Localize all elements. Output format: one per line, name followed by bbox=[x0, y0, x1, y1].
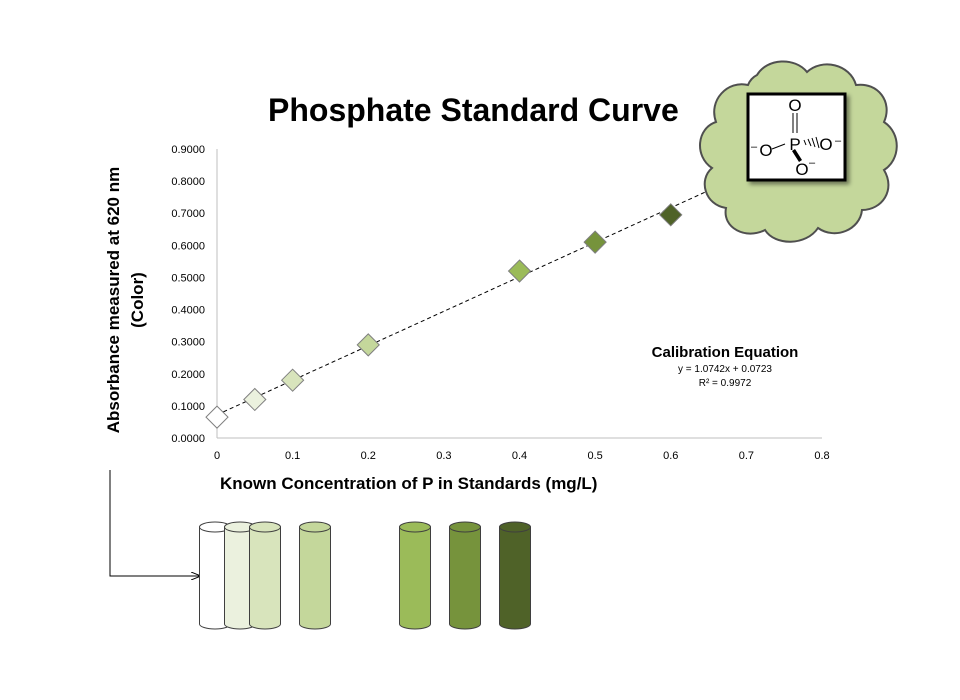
y-tick-label: 0.8000 bbox=[171, 176, 205, 188]
r-squared-value: R² = 0.9972 bbox=[698, 378, 752, 389]
calibration-equation: y = 1.0742x + 0.0723 bbox=[678, 364, 772, 375]
single-bond-left bbox=[771, 143, 786, 150]
data-point-marker bbox=[583, 230, 607, 254]
y-tick-label: 0.6000 bbox=[171, 240, 205, 252]
oxygen-top: O bbox=[788, 96, 801, 115]
tube-body bbox=[299, 526, 331, 630]
y-tick-label: 0.0000 bbox=[171, 433, 205, 445]
test-tube bbox=[299, 521, 331, 630]
y-tick-labels: 0.0000 0.1000 0.2000 0.3000 0.4000 0.5000 0.60… bbox=[171, 144, 205, 445]
tube-body bbox=[499, 526, 531, 630]
oxygen-bottom: O bbox=[795, 160, 808, 179]
phosphate-molecule: O P O O O – – – bbox=[751, 96, 842, 179]
x-tick-label: 0.3 bbox=[436, 450, 451, 462]
tube-top bbox=[249, 521, 281, 533]
hashed-bond bbox=[803, 136, 820, 149]
data-point-marker bbox=[659, 203, 683, 227]
y-tick-label: 0.5000 bbox=[171, 272, 205, 284]
x-tick-label: 0.2 bbox=[361, 450, 376, 462]
tube-top bbox=[499, 521, 531, 533]
chart-title: Phosphate Standard Curve bbox=[268, 92, 679, 128]
x-axis-label: Known Concentration of P in Standards (m… bbox=[220, 474, 598, 493]
y-tick-label: 0.4000 bbox=[171, 305, 205, 317]
charge-bottom: – bbox=[809, 157, 816, 169]
x-tick-label: 0.4 bbox=[512, 450, 527, 462]
data-point-marker bbox=[507, 259, 532, 283]
tube-top bbox=[299, 521, 331, 533]
test-tube bbox=[499, 521, 531, 630]
calibration-equation-box: Calibration Equation y = 1.0742x + 0.072… bbox=[620, 344, 830, 389]
tube-body bbox=[249, 526, 281, 630]
calibration-equation-title: Calibration Equation bbox=[651, 344, 799, 361]
data-point-marker bbox=[205, 405, 229, 429]
y-tick-label: 0.7000 bbox=[171, 208, 205, 220]
arrow-to-tubes bbox=[109, 470, 200, 576]
x-tick-labels: 0 0.1 0.2 0.3 0.4 0.5 0.6 0.7 0.8 bbox=[214, 450, 830, 462]
tube-top bbox=[399, 521, 431, 533]
x-tick-label: 0.5 bbox=[587, 450, 602, 462]
oxygen-left: O bbox=[759, 141, 772, 160]
tube-body bbox=[449, 526, 481, 630]
test-tube bbox=[449, 521, 481, 630]
data-point-marker bbox=[280, 368, 305, 392]
tube-top bbox=[449, 521, 481, 533]
oxygen-right: O bbox=[819, 135, 832, 154]
y-tick-label: 0.9000 bbox=[171, 144, 205, 156]
test-tube bbox=[249, 521, 281, 630]
charge-left: – bbox=[751, 141, 758, 153]
data-point-marker bbox=[356, 333, 380, 357]
test-tubes bbox=[199, 521, 531, 630]
y-tick-label: 0.3000 bbox=[171, 337, 205, 349]
phosphate-cloud: O P O O O – – – bbox=[699, 60, 898, 243]
x-tick-label: 0.1 bbox=[285, 450, 300, 462]
wedge-bond bbox=[792, 149, 802, 162]
data-points bbox=[205, 203, 683, 429]
phosphorus-atom: P bbox=[789, 135, 800, 154]
y-tick-label: 0.1000 bbox=[171, 401, 205, 413]
data-point-marker bbox=[243, 387, 267, 412]
x-tick-label: 0.6 bbox=[663, 450, 678, 462]
tube-body bbox=[399, 526, 431, 630]
molecule-frame bbox=[746, 92, 847, 182]
test-tube bbox=[399, 521, 431, 630]
x-tick-label: 0.7 bbox=[739, 450, 754, 462]
x-tick-label: 0 bbox=[214, 450, 220, 462]
charge-right: – bbox=[835, 135, 842, 147]
test-tube bbox=[199, 521, 231, 630]
x-tick-label: 0.8 bbox=[814, 450, 829, 462]
y-tick-label: 0.2000 bbox=[171, 369, 205, 381]
